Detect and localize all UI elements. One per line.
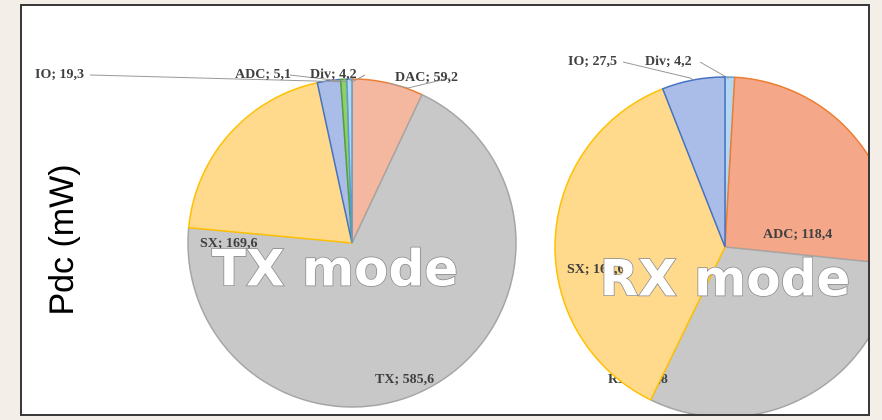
data-label: SX; 169,6 (200, 236, 258, 251)
data-label: Div; 4,2 (645, 54, 692, 69)
pie-slice (187, 81, 353, 244)
data-label: SX; 169,6 (567, 262, 625, 277)
data-label: DAC; 59,2 (395, 70, 458, 85)
data-label: ADC; 118,4 (763, 227, 832, 242)
data-label: IO; 27,5 (568, 54, 617, 69)
data-label: IO; 19,3 (35, 67, 84, 82)
leader-line (699, 61, 731, 79)
mode-annotation: RX mode (600, 250, 851, 308)
data-label: TX; 585,6 (375, 372, 434, 387)
mode-annotation: TX mode (212, 240, 458, 298)
pie-slice (187, 93, 517, 408)
pie-slice (724, 76, 868, 263)
plot-area: DAC; 59,2 TX; 585,6 SX; 169,6 IO; 19,3 ADC; … (35, 54, 868, 414)
leader-line (622, 61, 694, 81)
leader-line (349, 74, 366, 83)
y-axis-label: Pdc (mW) (43, 164, 81, 315)
data-label: Div; 4,2 (310, 67, 357, 82)
pie-slice (554, 87, 726, 401)
leader-line (387, 77, 451, 89)
data-label: ADC; 5,1 (235, 67, 291, 82)
